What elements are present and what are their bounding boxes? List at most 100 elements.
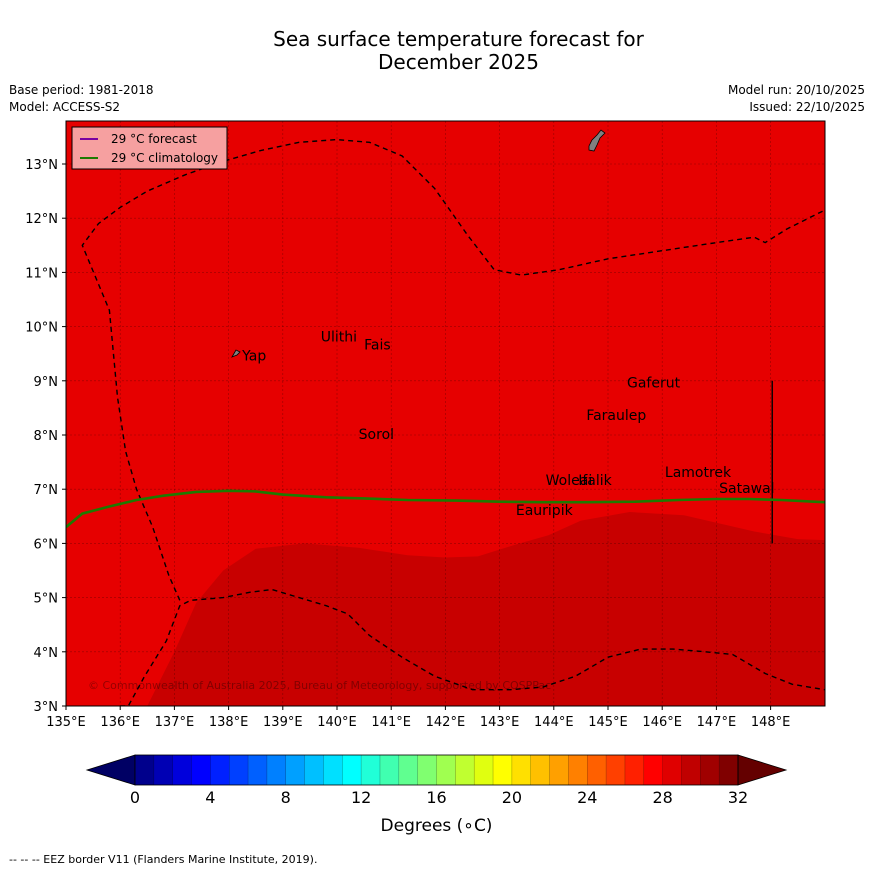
lon-tick-label: 136°E bbox=[100, 715, 140, 730]
lon-tick-label: 140°E bbox=[317, 715, 357, 730]
colorbar-tick-label: 20 bbox=[502, 788, 522, 807]
title-line-1: Sea surface temperature forecast for bbox=[273, 27, 644, 51]
colorbar-tick-label: 16 bbox=[426, 788, 446, 807]
eez-border-south bbox=[120, 588, 825, 706]
colorbar-bin bbox=[323, 755, 343, 785]
yap-island bbox=[231, 349, 241, 358]
lat-tick-label: 4°N bbox=[34, 646, 59, 661]
copyright-credit: © Commonwealth of Australia 2025, Bureau… bbox=[88, 679, 551, 692]
place-label: Woleai bbox=[546, 473, 593, 489]
sst-hot-region bbox=[147, 512, 825, 706]
colorbar-bin bbox=[172, 755, 192, 785]
lat-tick-label: 6°N bbox=[34, 537, 59, 552]
issued-date: Issued: 22/10/2025 bbox=[749, 100, 865, 114]
lat-tick-label: 7°N bbox=[34, 483, 59, 498]
colorbar-tick-label: 32 bbox=[728, 788, 748, 807]
place-label: Fais bbox=[364, 338, 391, 354]
lon-tick-label: 137°E bbox=[155, 715, 195, 730]
colorbar-bin bbox=[398, 755, 418, 785]
colorbar-bin bbox=[266, 755, 287, 785]
lat-tick-label: 5°N bbox=[34, 592, 59, 607]
title-line-2: December 2025 bbox=[378, 50, 539, 74]
colorbar-bin bbox=[511, 755, 532, 785]
colorbar-bin bbox=[153, 755, 173, 785]
lon-tick-label: 147°E bbox=[697, 715, 737, 730]
place-label: Lamotrek bbox=[665, 465, 732, 481]
place-label: Satawal bbox=[719, 481, 774, 497]
base-period: Base period: 1981-2018 bbox=[9, 83, 154, 97]
model-run: Model run: 20/10/2025 bbox=[727, 83, 865, 97]
colorbar-bin bbox=[342, 755, 362, 785]
lon-tick-label: 144°E bbox=[534, 715, 574, 730]
colorbar-bin bbox=[135, 755, 155, 785]
colorbar-bin bbox=[379, 755, 400, 785]
place-label: Ifalik bbox=[578, 473, 612, 489]
colorbar-bin bbox=[436, 755, 456, 785]
colorbar-bin bbox=[361, 755, 381, 785]
lon-tick-label: 141°E bbox=[371, 715, 411, 730]
colorbar-bin bbox=[587, 755, 607, 785]
colorbar-bin bbox=[549, 755, 569, 785]
colorbar-bin bbox=[662, 755, 682, 785]
colorbar-bin bbox=[700, 755, 720, 785]
colorbar-bin bbox=[229, 755, 249, 785]
colorbar-tick-label: 28 bbox=[652, 788, 672, 807]
lat-tick-label: 8°N bbox=[34, 429, 59, 444]
colorbar-bin bbox=[417, 755, 437, 785]
lon-tick-label: 139°E bbox=[263, 715, 303, 730]
place-label: Eauripik bbox=[516, 503, 574, 519]
lon-tick-label: 138°E bbox=[209, 715, 249, 730]
model-name: Model: ACCESS-S2 bbox=[9, 100, 121, 114]
colorbar-bin bbox=[493, 755, 513, 785]
lon-tick-label: 135°E bbox=[46, 715, 86, 730]
colorbar-label: Degrees (∘C) bbox=[380, 816, 493, 836]
eez-border-note: -- -- -- EEZ border V11 (Flanders Marine… bbox=[9, 853, 318, 866]
legend-label-forecast: 29 °C forecast bbox=[111, 132, 197, 146]
colorbar-bin bbox=[285, 755, 305, 785]
colorbar-bin bbox=[624, 755, 645, 785]
legend-box bbox=[71, 126, 228, 170]
colorbar-bin bbox=[568, 755, 588, 785]
guam-island bbox=[588, 129, 606, 152]
lat-tick-label: 10°N bbox=[25, 321, 58, 336]
colorbar-bin bbox=[530, 755, 550, 785]
lat-tick-label: 11°N bbox=[25, 266, 58, 281]
lon-tick-label: 146°E bbox=[642, 715, 682, 730]
map-title: Sea surface temperature forecast for Dec… bbox=[0, 28, 873, 74]
colorbar-bin bbox=[681, 755, 701, 785]
place-label: Faraulep bbox=[586, 408, 646, 424]
colorbar-tick-label: 24 bbox=[577, 788, 597, 807]
lon-tick-label: 142°E bbox=[426, 715, 466, 730]
colorbar-bin bbox=[210, 755, 230, 785]
colorbar-bin bbox=[719, 755, 739, 785]
colorbar-bin bbox=[474, 755, 494, 785]
map-legend: 29 °C forecast 29 °C climatology bbox=[71, 126, 228, 170]
lon-tick-label: 148°E bbox=[751, 715, 791, 730]
place-label: Sorol bbox=[359, 427, 394, 443]
lon-tick-label: 143°E bbox=[480, 715, 520, 730]
lat-tick-label: 3°N bbox=[34, 700, 59, 715]
colorbar-bin bbox=[455, 755, 475, 785]
place-label: Yap bbox=[241, 348, 266, 364]
lat-tick-label: 13°N bbox=[25, 158, 58, 173]
colorbar-frame bbox=[134, 754, 739, 786]
map-area: Yap Ulithi Fais Gaferut Faraulep Sorol WoleaiI… bbox=[25, 120, 826, 730]
colorbar-bin bbox=[191, 755, 211, 785]
lon-tick-label: 145°E bbox=[588, 715, 628, 730]
climatology-29c-contour bbox=[66, 489, 825, 529]
colorbar-under-arrow bbox=[85, 754, 136, 786]
colorbar-tick-label: 8 bbox=[281, 788, 291, 807]
colorbar-over-arrow bbox=[737, 754, 788, 786]
legend-label-climatology: 29 °C climatology bbox=[111, 151, 218, 165]
colorbar-tick-label: 0 bbox=[130, 788, 140, 807]
colorbar-tick-label: 4 bbox=[205, 788, 215, 807]
lat-tick-label: 12°N bbox=[25, 212, 58, 227]
colorbar-bin bbox=[248, 755, 268, 785]
colorbar-bin bbox=[643, 755, 663, 785]
place-label: Gaferut bbox=[627, 376, 681, 392]
colorbar: 0 4 8 12 16 20 24 28 32 bbox=[85, 754, 788, 807]
colorbar-tick-label: 12 bbox=[351, 788, 371, 807]
colorbar-bin bbox=[304, 755, 324, 785]
lat-tick-label: 9°N bbox=[34, 375, 59, 390]
